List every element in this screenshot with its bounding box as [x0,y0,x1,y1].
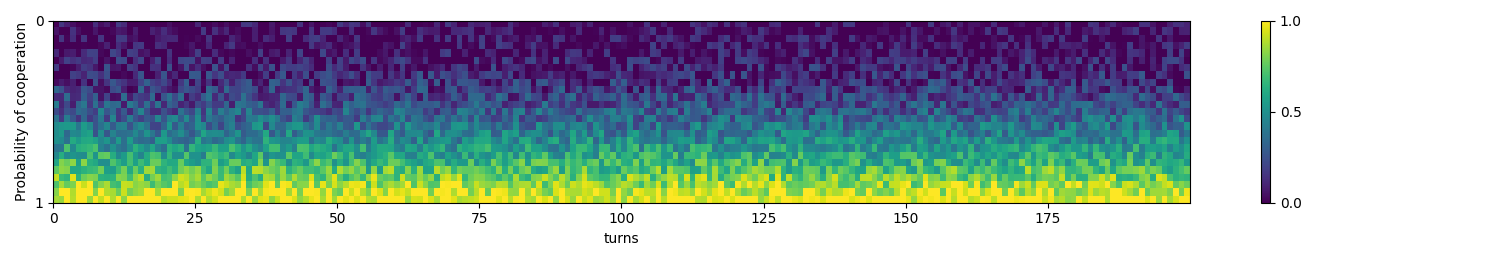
Y-axis label: Probability of cooperation: Probability of cooperation [15,22,28,201]
X-axis label: turns: turns [603,232,639,246]
